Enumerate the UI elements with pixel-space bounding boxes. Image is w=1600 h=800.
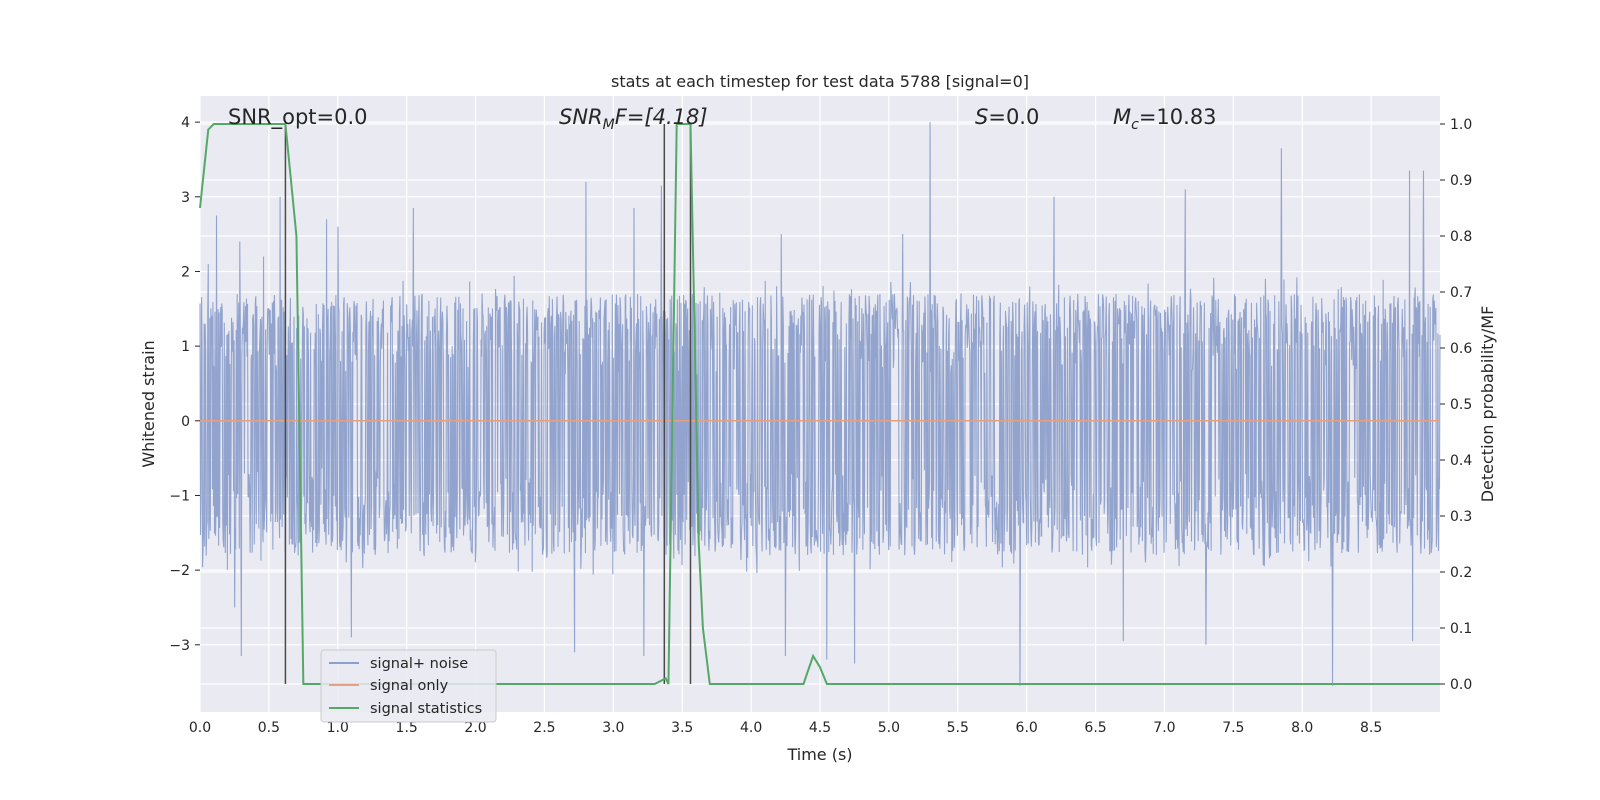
annotation-mc: Mc=10.83 — [1113, 105, 1217, 133]
x-tick-label: 0.0 — [189, 720, 211, 736]
x-tick-label: 8.0 — [1291, 720, 1313, 736]
x-tick-label: 0.5 — [258, 720, 280, 736]
x-tick-label: 2.0 — [464, 720, 486, 736]
annotation-snr-mf-sub: M — [603, 117, 615, 133]
annotation-s: S=0.0 — [975, 105, 1039, 129]
y-tick-label-right: 0.1 — [1450, 621, 1472, 637]
y-tick-label-right: 1.0 — [1450, 117, 1472, 133]
y-tick-label-right: 0.5 — [1450, 397, 1472, 413]
annotation-mc-rest: =10.83 — [1139, 105, 1217, 129]
y-tick-label-left: 2 — [181, 264, 190, 280]
y-tick-label-left: −3 — [169, 638, 190, 654]
series-signal-noise — [199, 122, 1441, 686]
y-tick-label-right: 0.7 — [1450, 285, 1472, 301]
annotation-s-main: S — [975, 105, 988, 129]
y-tick-label-left: −2 — [169, 563, 190, 579]
y-tick-label-left: 1 — [181, 339, 190, 355]
y-tick-label-left: −1 — [169, 488, 190, 504]
legend-label-signal-statistics: signal statistics — [370, 701, 482, 717]
x-tick-label: 7.5 — [1222, 720, 1244, 736]
y-tick-label-left: 0 — [181, 414, 190, 430]
x-tick-label: 7.0 — [1153, 720, 1175, 736]
y-tick-label-right: 0.9 — [1450, 173, 1472, 189]
x-tick-label: 6.5 — [1084, 720, 1106, 736]
signal-noise-line — [199, 122, 1441, 686]
signal-statistics-line — [199, 123, 1440, 685]
x-tick-label: 5.0 — [878, 720, 900, 736]
y-tick-label-right: 0.6 — [1450, 341, 1472, 357]
series-signal-statistics — [199, 123, 1440, 685]
axis-ticks: 0.0 0.5 1.0 1.5 2.0 2.5 3.0 3.5 4.0 4.5 5.0 5.5 6.0 6… — [169, 115, 1472, 736]
x-tick-label: 1.0 — [327, 720, 349, 736]
chart-title: stats at each timestep for test data 578… — [611, 72, 1029, 91]
y-tick-label-right: 0.4 — [1450, 453, 1472, 469]
annotation-snr-opt: SNR_opt=0.0 — [228, 105, 368, 130]
x-tick-label: 3.5 — [671, 720, 693, 736]
x-tick-label: 4.0 — [740, 720, 762, 736]
vertical-markers — [284, 124, 692, 684]
y-tick-label-right: 0.3 — [1450, 509, 1472, 525]
legend: signal+ noise signal only signal statist… — [320, 649, 497, 723]
y-axis-label-left: Whitened strain — [139, 340, 158, 467]
y-tick-label-right: 0.2 — [1450, 565, 1472, 581]
legend-label-signal-noise: signal+ noise — [370, 656, 468, 672]
annotation-mc-sub: c — [1131, 117, 1139, 133]
x-tick-label: 4.5 — [809, 720, 831, 736]
x-tick-label: 2.5 — [533, 720, 555, 736]
annotation-s-rest: =0.0 — [988, 105, 1039, 129]
x-axis-label: Time (s) — [786, 745, 852, 764]
annotation-snr-mf-rest: F=[4.18] — [615, 105, 708, 129]
legend-box — [320, 649, 497, 723]
y-axis-label-right: Detection probability/MF — [1478, 306, 1497, 503]
x-tick-label: 6.0 — [1016, 720, 1038, 736]
y-tick-label-right: 0.0 — [1450, 677, 1472, 693]
y-tick-label-left: 3 — [181, 190, 190, 206]
y-tick-label-right: 0.8 — [1450, 229, 1472, 245]
annotation-mc-main: M — [1113, 105, 1131, 129]
x-tick-label: 3.0 — [602, 720, 624, 736]
annotation-snr-mf: SNRMF=[4.18] — [559, 105, 708, 133]
annotation-snr-mf-main: SNR — [559, 105, 603, 129]
x-tick-label: 5.5 — [947, 720, 969, 736]
x-tick-label: 8.5 — [1360, 720, 1382, 736]
x-tick-label: 1.5 — [396, 720, 418, 736]
legend-label-signal-only: signal only — [370, 678, 449, 694]
y-tick-label-left: 4 — [181, 115, 190, 131]
